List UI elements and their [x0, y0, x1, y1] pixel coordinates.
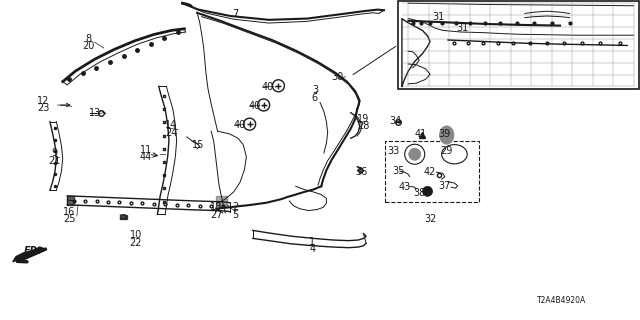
Text: 15: 15 [192, 140, 205, 150]
Text: 6: 6 [312, 92, 318, 103]
Text: 13: 13 [88, 108, 101, 118]
Text: 11: 11 [140, 145, 152, 155]
Ellipse shape [440, 126, 454, 144]
Circle shape [409, 148, 420, 160]
Text: 37: 37 [438, 181, 451, 191]
Text: 38: 38 [413, 188, 426, 198]
Text: 32: 32 [424, 214, 436, 224]
Text: 44: 44 [140, 152, 152, 163]
Text: 36: 36 [355, 167, 368, 177]
Polygon shape [216, 196, 227, 206]
Text: 5: 5 [232, 210, 239, 220]
Text: 30: 30 [332, 72, 344, 83]
Polygon shape [67, 196, 74, 205]
Text: 2: 2 [232, 202, 239, 212]
Polygon shape [13, 247, 45, 262]
Text: 31: 31 [456, 23, 468, 33]
Text: 41: 41 [415, 129, 428, 139]
Text: 27: 27 [210, 210, 223, 220]
Text: 42: 42 [424, 167, 436, 177]
Text: 14: 14 [165, 120, 178, 131]
Text: 31: 31 [432, 12, 445, 22]
Text: 20: 20 [82, 41, 95, 52]
Text: 33: 33 [387, 146, 400, 156]
Text: 28: 28 [357, 121, 370, 132]
Text: 29: 29 [440, 146, 453, 156]
Text: FR.: FR. [24, 246, 42, 256]
Text: 39: 39 [438, 129, 451, 139]
Text: 18: 18 [210, 202, 223, 212]
Text: 35: 35 [392, 166, 404, 176]
Text: 34: 34 [389, 116, 402, 126]
Text: 7: 7 [232, 9, 239, 20]
Text: 40: 40 [248, 101, 261, 111]
Text: T2A4B4920A: T2A4B4920A [538, 296, 586, 305]
Text: 16: 16 [63, 207, 76, 217]
Text: 19: 19 [357, 114, 370, 124]
Text: 4: 4 [309, 244, 316, 254]
Circle shape [422, 186, 433, 196]
Text: 43: 43 [398, 182, 411, 192]
Polygon shape [120, 215, 127, 219]
Text: 23: 23 [37, 103, 50, 113]
Text: 40: 40 [261, 82, 274, 92]
Text: 22: 22 [129, 237, 142, 248]
Text: 9: 9 [51, 148, 58, 158]
Text: 24: 24 [165, 128, 178, 138]
Text: 40: 40 [234, 120, 246, 130]
Text: 12: 12 [37, 96, 50, 106]
Text: 25: 25 [63, 214, 76, 224]
Text: 3: 3 [312, 85, 318, 95]
Text: 8: 8 [85, 34, 92, 44]
Text: 1: 1 [309, 236, 316, 247]
Text: 21: 21 [48, 156, 61, 166]
Text: 10: 10 [129, 230, 142, 240]
